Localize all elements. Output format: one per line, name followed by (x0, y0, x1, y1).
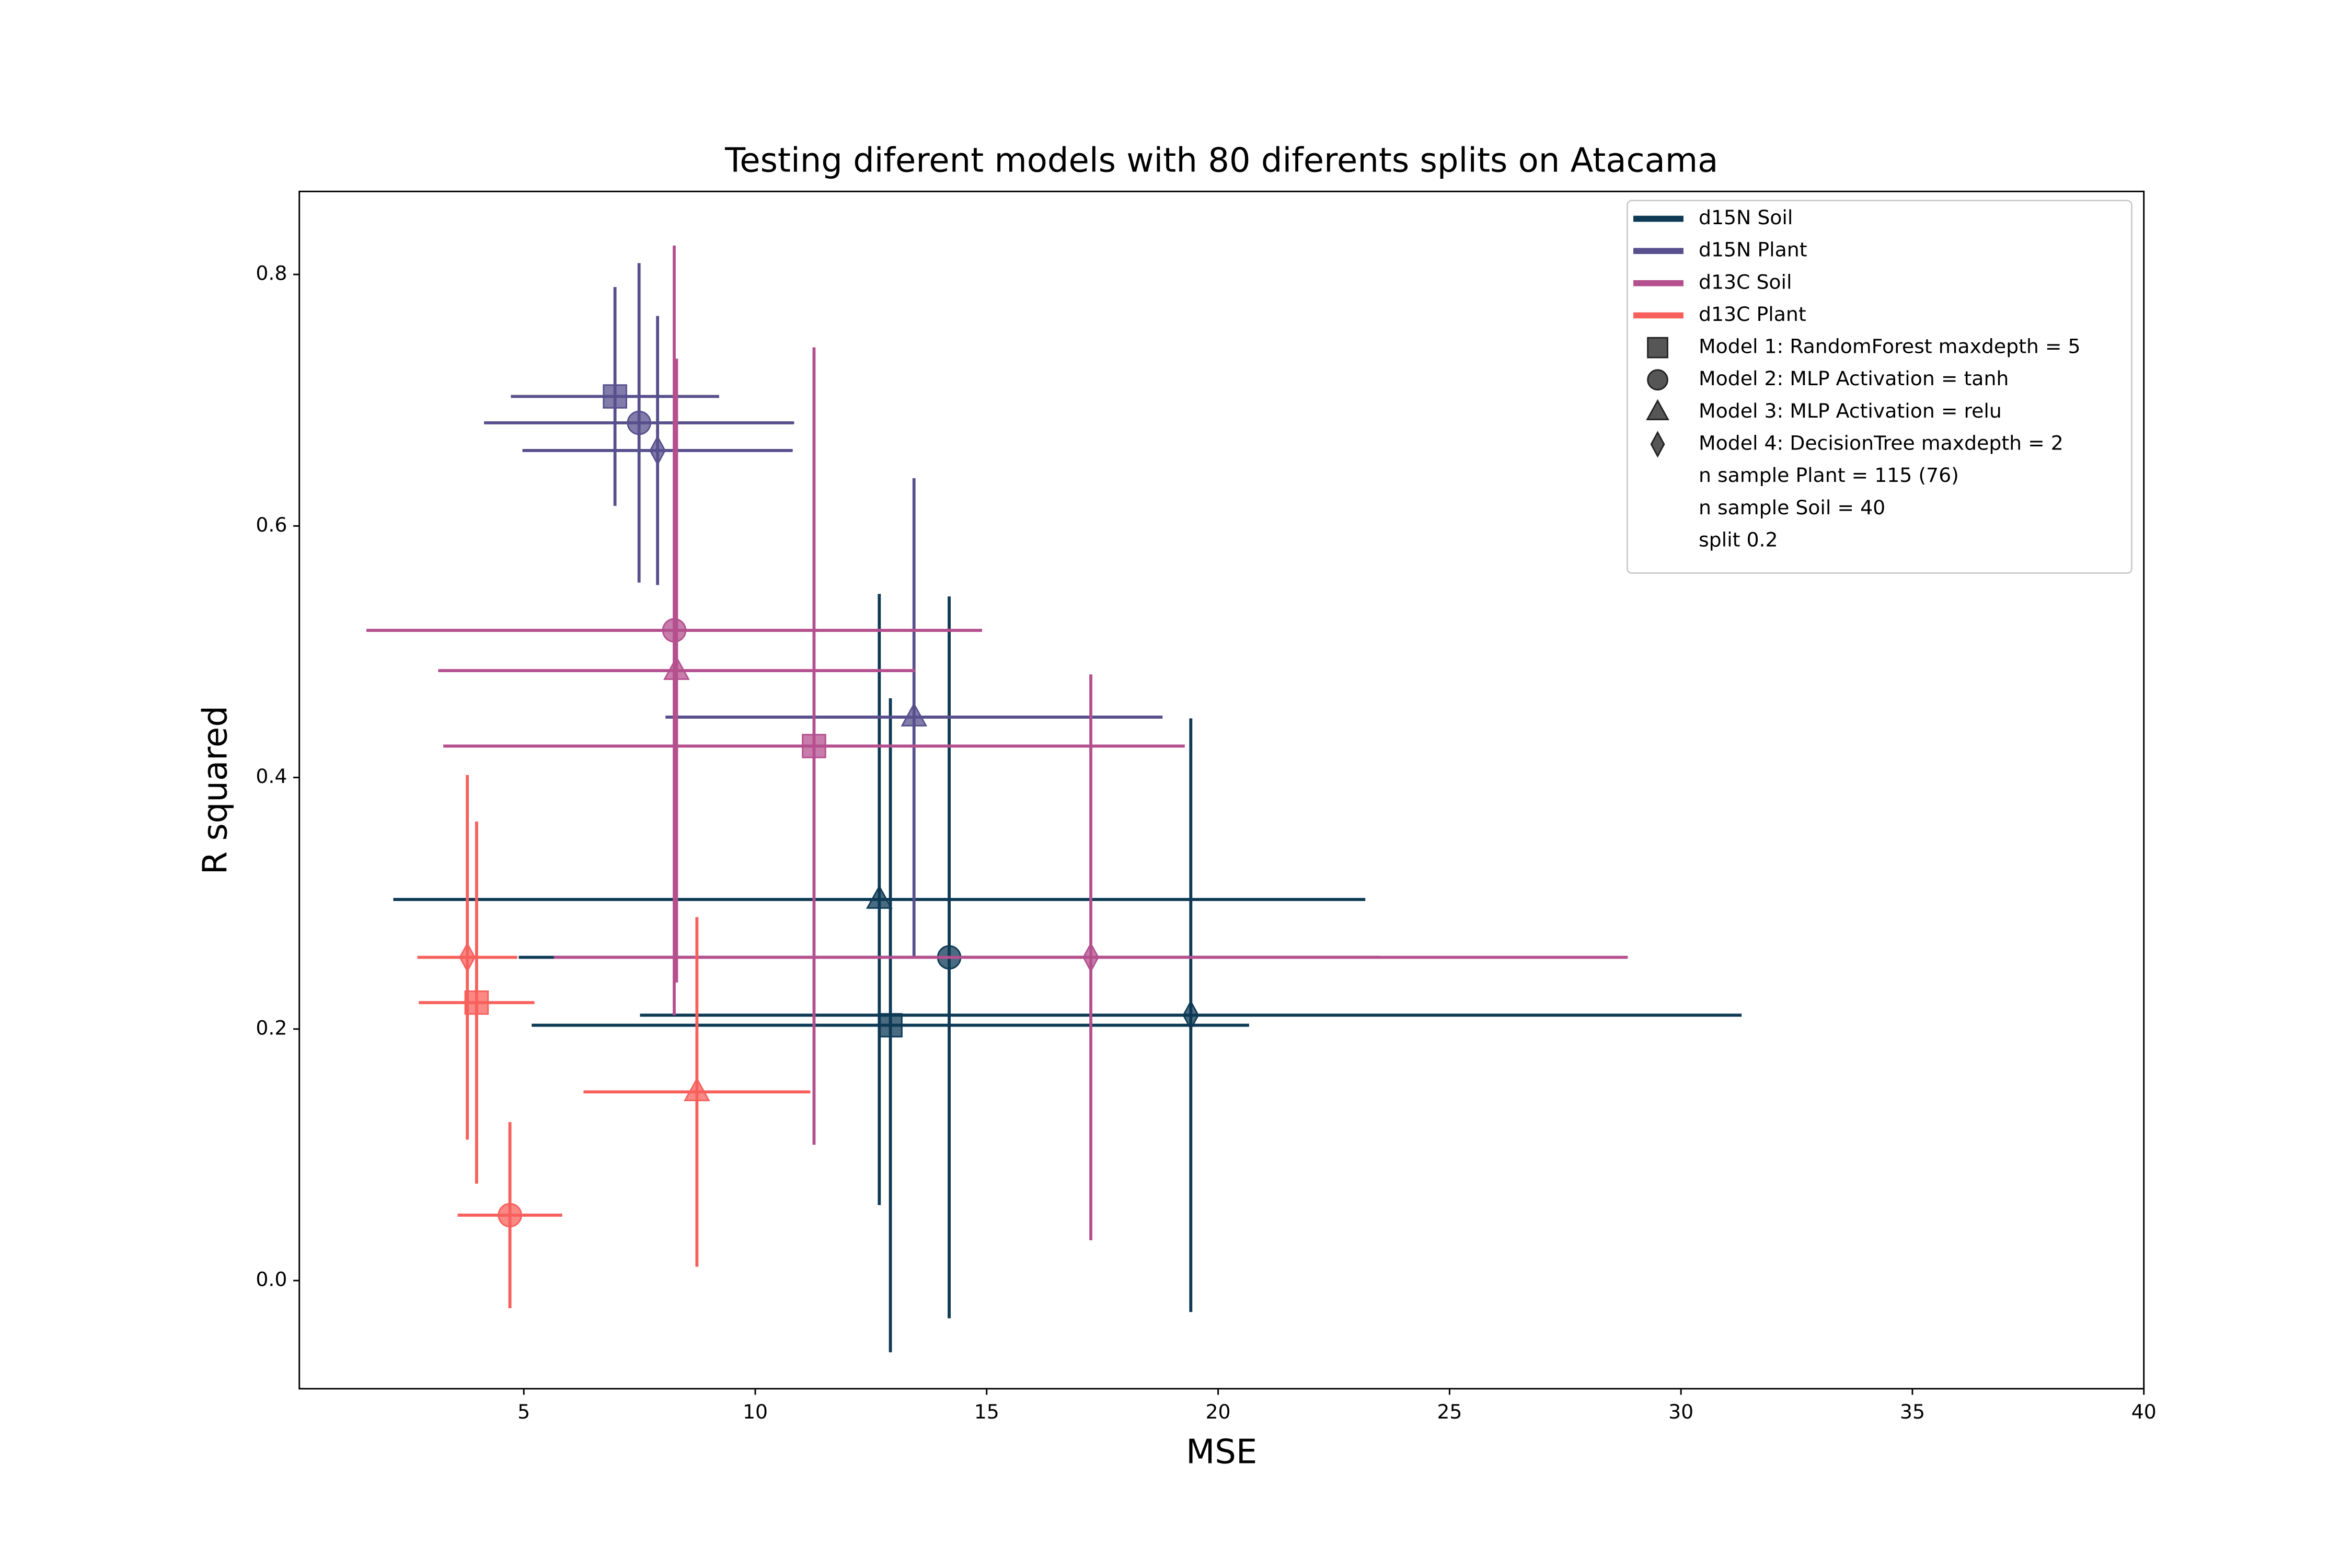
legend-note: n sample Plant = 115 (76) (1699, 464, 1959, 487)
y-tick-label: 0.6 (256, 513, 287, 536)
legend-frame (1626, 200, 2132, 574)
y-tick-label: 0.4 (256, 765, 287, 788)
y-tick-label: 0.2 (256, 1016, 287, 1039)
x-tick-label: 5 (517, 1400, 530, 1423)
legend-marker (1650, 431, 1665, 458)
legend-note: n sample Soil = 40 (1699, 496, 1885, 519)
point-marker (684, 1077, 710, 1101)
legend-label: d15N Plant (1699, 238, 1807, 261)
point-marker (459, 942, 476, 973)
legend-label: Model 4: DecisionTree maxdepth = 2 (1699, 431, 2063, 454)
chart-title: Testing diferent models with 80 diferent… (724, 142, 1718, 180)
x-tick-label: 40 (2131, 1400, 2157, 1423)
point-marker (1082, 942, 1099, 973)
legend-marker (1646, 399, 1669, 420)
legend-label: Model 2: MLP Activation = tanh (1699, 367, 2009, 390)
legend-marker (1647, 369, 1668, 391)
point-marker (498, 1203, 522, 1228)
legend-note: split 0.2 (1699, 528, 1778, 551)
legend: d15N Soil d15N Plant d13C Soil d13C Plant Mo… (1626, 200, 2132, 574)
legend-label: d13C Soil (1699, 270, 1792, 293)
x-axis-label: MSE (1186, 1433, 1257, 1472)
point-marker (663, 655, 690, 680)
x-tick-label: 10 (743, 1400, 768, 1423)
plot-area (298, 190, 2145, 1390)
point-marker (901, 702, 928, 727)
point-marker (662, 618, 687, 643)
point-marker (802, 734, 826, 758)
point-marker (649, 435, 666, 466)
x-tick-label: 25 (1437, 1400, 1462, 1423)
legend-label: d15N Soil (1699, 206, 1793, 229)
legend-label: Model 1: RandomForest maxdepth = 5 (1699, 335, 2081, 358)
legend-label: Model 3: MLP Activation = relu (1699, 399, 2002, 422)
point-marker (866, 884, 893, 909)
point-marker (1182, 1000, 1200, 1031)
legend-marker (1647, 337, 1668, 359)
x-tick-label: 20 (1206, 1400, 1231, 1423)
x-tick-label: 30 (1668, 1400, 1693, 1423)
x-tick-label: 35 (1900, 1400, 1925, 1423)
y-tick-label: 0.0 (256, 1268, 287, 1291)
point-marker (878, 1013, 903, 1037)
point-marker (464, 990, 489, 1015)
y-axis-label: R squared (196, 706, 235, 874)
point-marker (603, 384, 627, 409)
y-tick-label: 0.8 (256, 262, 287, 285)
point-marker (627, 410, 651, 435)
x-tick-label: 15 (974, 1400, 999, 1423)
legend-label: d13C Plant (1699, 303, 1806, 326)
